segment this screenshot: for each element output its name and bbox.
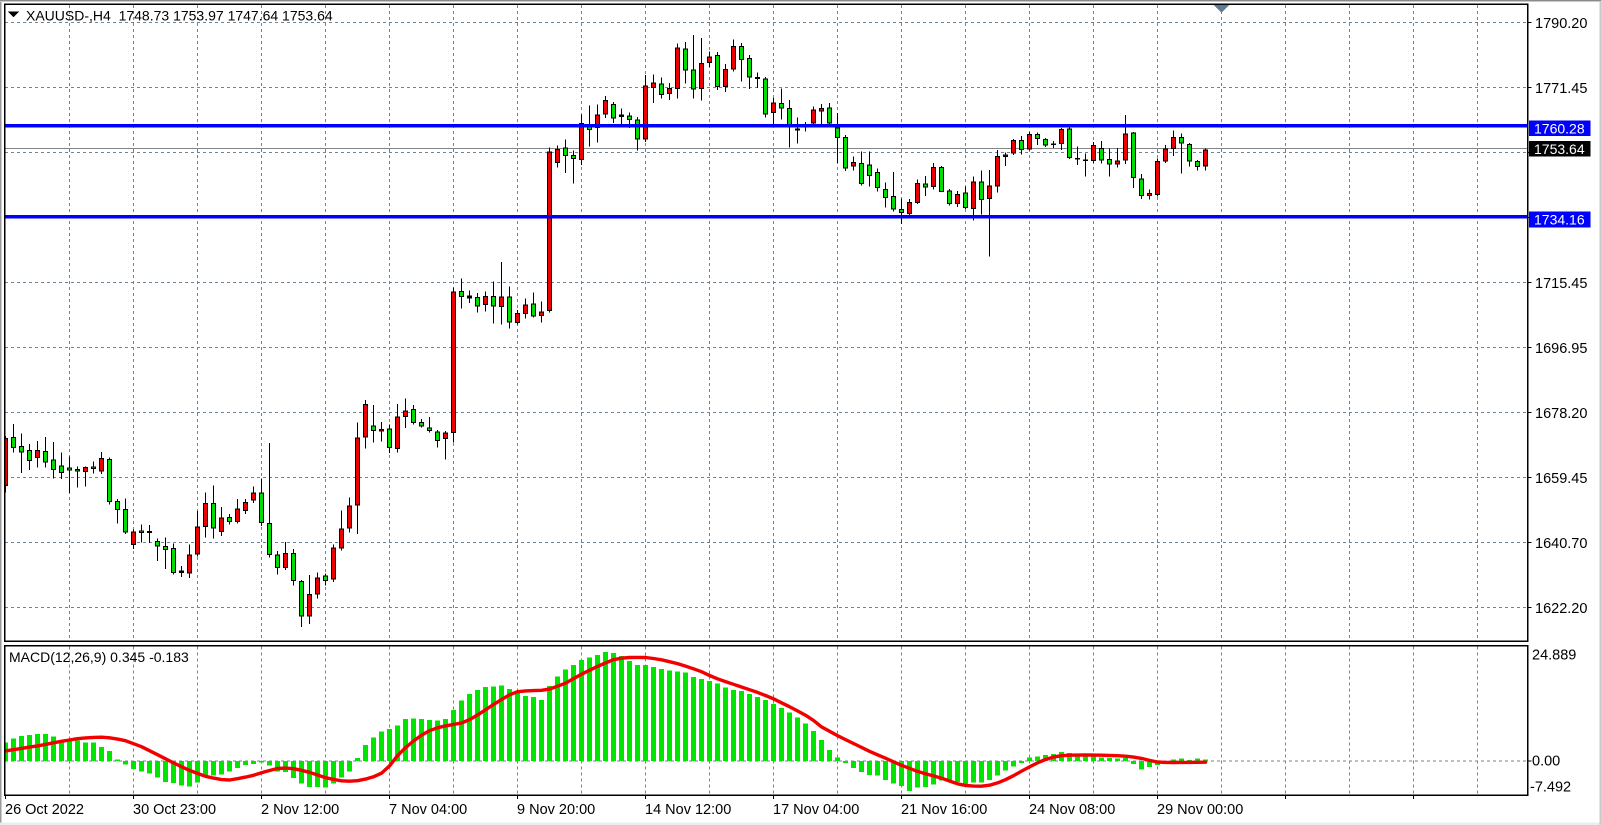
svg-text:29 Nov 00:00: 29 Nov 00:00	[1157, 802, 1243, 818]
svg-text:MACD(12,26,9) 0.345 -0.183: MACD(12,26,9) 0.345 -0.183	[9, 649, 189, 665]
svg-text:1640.70: 1640.70	[1535, 536, 1587, 552]
svg-text:1622.20: 1622.20	[1535, 601, 1587, 617]
svg-text:1790.20: 1790.20	[1535, 16, 1587, 32]
svg-text:21 Nov 16:00: 21 Nov 16:00	[901, 802, 987, 818]
svg-text:1734.16: 1734.16	[1534, 212, 1585, 228]
svg-text:1760.28: 1760.28	[1534, 120, 1585, 136]
svg-text:24 Nov 08:00: 24 Nov 08:00	[1029, 802, 1115, 818]
svg-text:1659.45: 1659.45	[1535, 471, 1587, 487]
svg-text:17 Nov 04:00: 17 Nov 04:00	[773, 802, 859, 818]
svg-text:1715.45: 1715.45	[1535, 276, 1587, 292]
svg-text:XAUUSD-,H4 1748.73 1753.97 17: XAUUSD-,H4 1748.73 1753.97 1747.64 1753.…	[26, 8, 333, 24]
svg-text:1771.45: 1771.45	[1535, 81, 1587, 97]
svg-text:1753.64: 1753.64	[1534, 141, 1585, 157]
svg-text:24.889: 24.889	[1532, 648, 1576, 664]
svg-text:30 Oct 23:00: 30 Oct 23:00	[133, 802, 216, 818]
svg-text:0.00: 0.00	[1532, 754, 1560, 770]
svg-text:1696.95: 1696.95	[1535, 341, 1587, 357]
svg-text:2 Nov 12:00: 2 Nov 12:00	[261, 802, 339, 818]
svg-text:26 Oct 2022: 26 Oct 2022	[5, 802, 84, 818]
svg-text:9 Nov 20:00: 9 Nov 20:00	[517, 802, 595, 818]
svg-text:-7.492: -7.492	[1530, 780, 1571, 796]
svg-text:7 Nov 04:00: 7 Nov 04:00	[389, 802, 467, 818]
svg-text:1678.20: 1678.20	[1535, 406, 1587, 422]
svg-text:14 Nov 12:00: 14 Nov 12:00	[645, 802, 731, 818]
